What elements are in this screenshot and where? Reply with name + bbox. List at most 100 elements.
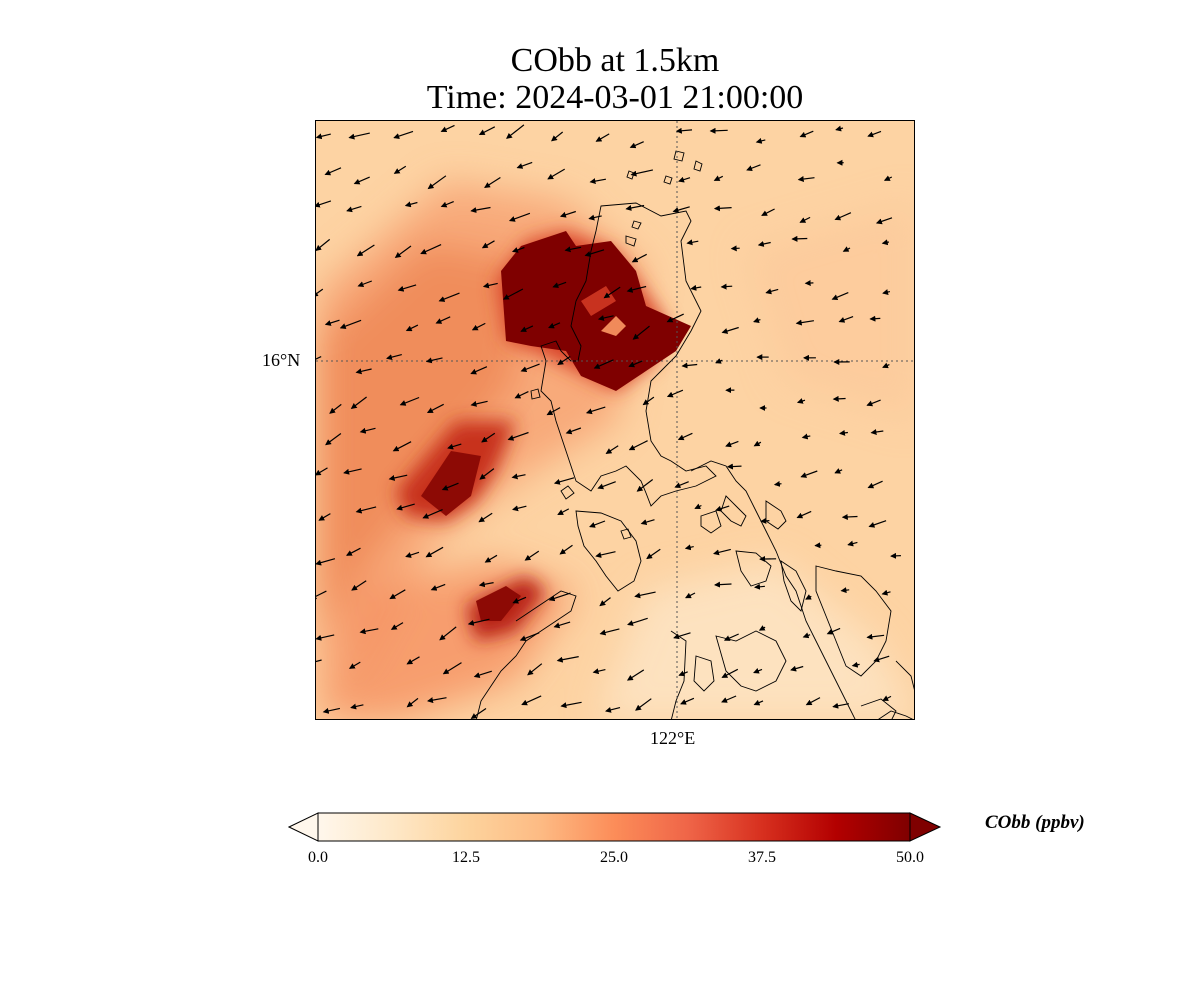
wind-arrow [442,662,462,675]
wind-arrow [834,212,852,221]
wind-arrow [632,325,650,340]
wind-arrow [875,217,893,225]
wind-arrow [389,589,406,600]
wind-arrow [508,212,531,222]
wind-arrow [560,701,582,709]
wind-arrow [831,292,849,301]
wind-arrow [867,480,883,489]
wind-arrow [565,427,582,435]
wind-arrow [556,656,579,663]
wind-arrow [471,322,486,331]
wind-arrow [666,313,684,323]
wind-arrow [805,594,812,600]
wind-arrow [316,200,332,208]
wind-arrow [527,663,543,676]
wind-arrow [721,326,739,334]
wind-arrow [626,669,645,681]
wind-arrow [394,245,412,258]
wind-arrow [883,175,893,181]
wind-arrow [709,127,728,134]
wind-arrow [630,169,654,177]
wind-arrow [753,317,761,323]
wind-arrow [470,206,491,213]
wind-arrow [870,429,884,435]
wind-arrow [559,544,573,555]
wind-arrow [603,286,621,299]
wind-arrow [867,130,882,138]
wind-arrow [470,708,487,719]
wind-arrow [553,477,575,485]
wind-arrow [507,431,529,441]
wind-arrow [447,443,462,450]
wind-arrow [506,124,525,139]
wind-arrow [316,659,322,663]
wind-arrow [753,699,764,706]
wind-arrow [721,695,737,703]
wind-arrow [832,702,850,709]
wind-arrow [882,695,892,701]
wind-arrow [348,132,370,140]
map-title: CObb at 1.5km [510,42,720,79]
wind-arrow [357,280,373,288]
wind-arrow [512,596,527,604]
wind-arrow [726,463,742,470]
wind-arrow [322,707,341,714]
wind-arrow [631,253,647,263]
wind-arrow [725,440,739,448]
wind-arrow [721,668,739,678]
wind-arrow [484,554,498,563]
wind-arrow [478,581,494,588]
wind-arrow [595,551,616,558]
wind-arrow [318,513,331,521]
wind-arrow [316,634,335,641]
wind-arrow [481,432,496,443]
wind-arrow [866,399,881,407]
wind-arrow [841,513,858,520]
wind-arrow [851,661,860,668]
wind-arrow [397,284,417,292]
wind-arrow [714,581,732,588]
wind-arrow [597,481,616,490]
wind-arrow [346,205,362,213]
map-panel [315,120,915,720]
wind-arrow [557,355,571,366]
wind-arrow [834,468,843,474]
wind-arrow [646,548,661,560]
wind-arrow [502,288,524,300]
wind-arrow [427,175,447,190]
wind-arrow [511,473,526,480]
wind-arrow [430,583,446,591]
wind-arrow [316,133,331,140]
wind-arrow [681,362,698,369]
wind-arrow [316,558,336,566]
wind-arrow [350,396,367,410]
wind-arrow [847,540,858,547]
wind-arrow [589,178,607,185]
colorbar-label: CObb (ppbv) [985,812,1085,833]
wind-arrow [758,625,766,631]
colorbar-tick-label: 25.0 [600,849,628,866]
wind-arrow [316,590,327,600]
wind-arrow [713,548,731,556]
wind-arrow [406,697,419,708]
wind-arrow [422,509,443,519]
wind-arrow [399,396,420,406]
wind-arrow [351,580,367,591]
wind-arrow [753,667,763,674]
wind-arrow [839,429,848,436]
wind-arrow [826,627,841,635]
wind-arrow [868,520,887,528]
wind-arrow [881,239,890,246]
wind-arrow [835,125,844,132]
wind-arrow [796,398,806,404]
wind-arrow [440,201,454,208]
wind-arrow [753,440,762,447]
wind-arrow [548,592,571,602]
wind-arrow [686,239,699,246]
colorbar-gradient [317,812,911,842]
wind-arrow [791,235,808,242]
wind-arrow [840,587,850,594]
wind-arrow [599,628,620,636]
colorbar-tick-label: 50.0 [896,849,924,866]
wind-arrow [359,427,376,434]
